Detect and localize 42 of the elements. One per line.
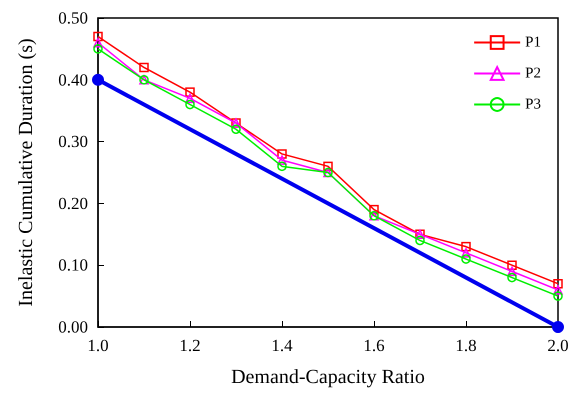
point (93, 32, 103, 42)
legend-label: P3 (525, 96, 541, 112)
x-tick-label: 1.8 (455, 336, 477, 355)
point (553, 278, 563, 288)
point (461, 242, 471, 252)
y-tick-label: 0.30 (58, 132, 88, 152)
point (92, 74, 104, 86)
point (277, 149, 287, 159)
x-tick-label: 1.4 (271, 336, 294, 355)
point (461, 254, 471, 264)
x-tick-label: 2.0 (547, 336, 569, 355)
point (185, 94, 195, 104)
y-tick-label: 0.40 (58, 70, 88, 90)
legend-label: P2 (525, 66, 541, 82)
point (461, 248, 471, 258)
point (93, 38, 103, 48)
point (277, 162, 287, 172)
point (507, 272, 517, 282)
point (369, 204, 379, 214)
point (277, 155, 287, 165)
point (231, 124, 241, 134)
point (415, 236, 425, 246)
x-tick-label: 1.0 (87, 336, 109, 355)
legend-label: P1 (525, 34, 541, 50)
y-tick-label: 0.10 (58, 256, 88, 275)
point (553, 285, 563, 295)
y-tick-label: 0.20 (58, 194, 88, 213)
point (93, 44, 103, 54)
point (507, 266, 517, 276)
x-axis-title: Demand-Capacity Ratio (231, 366, 425, 388)
point (553, 291, 563, 301)
point (139, 62, 149, 72)
point (185, 87, 195, 97)
point (552, 321, 564, 333)
y-tick-label: 0.00 (58, 318, 88, 336)
point (323, 162, 333, 172)
x-tick-label: 1.6 (363, 336, 385, 355)
y-tick-label: 0.50 (58, 8, 88, 28)
y-axis-title: Inelastic Cumulative Duration (s) (15, 38, 37, 307)
point (185, 100, 195, 110)
x-tick-label: 1.2 (179, 336, 201, 355)
point (507, 260, 517, 270)
